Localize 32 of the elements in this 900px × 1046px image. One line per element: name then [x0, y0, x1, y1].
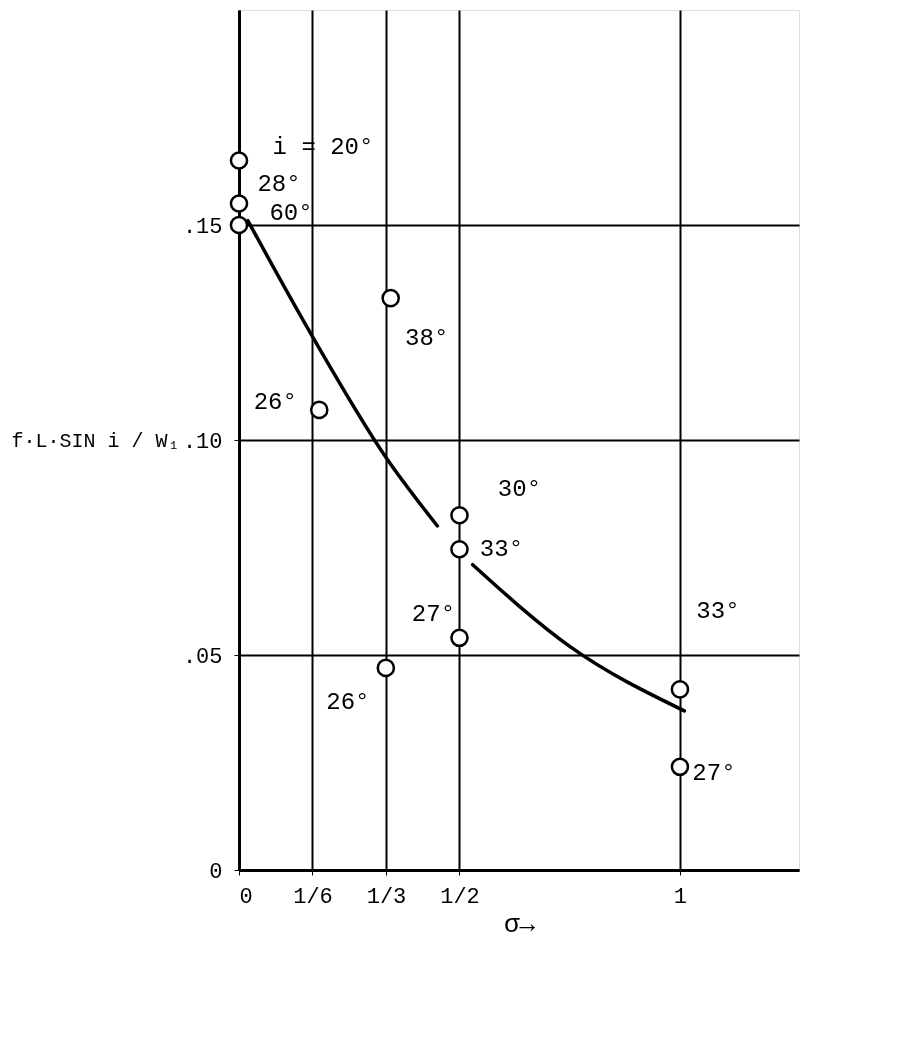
x-tick-label: 1/3 [366, 884, 407, 910]
y-tick-label: .10 [182, 429, 223, 455]
x-tick-label: 0 [239, 884, 253, 910]
point [670, 680, 690, 699]
annotation: 26° [253, 388, 297, 416]
x-tick-label: 1 [673, 884, 688, 910]
point [376, 658, 396, 678]
point [381, 288, 400, 308]
point [309, 400, 329, 420]
point [450, 628, 469, 648]
point [670, 757, 690, 777]
x-tick-label: 1/6 [293, 884, 333, 910]
point [450, 539, 469, 559]
y-tick-label: 0 [209, 859, 223, 885]
annotation: 27° [692, 759, 736, 787]
annotation: 60° [269, 200, 313, 227]
y-tick-label: .15 [182, 214, 223, 240]
y-tick-label: .05 [182, 644, 223, 670]
annotation: 28° [257, 170, 301, 198]
annotation: 27° [411, 600, 456, 628]
annotation: 38° [405, 325, 449, 353]
annotation: 30° [497, 476, 542, 504]
point [229, 194, 249, 213]
y-axis-title: f·L·SIN i / W₁ [11, 429, 180, 453]
x-axis-title: σ→ [503, 909, 536, 940]
point [229, 151, 249, 170]
annotation: 26° [326, 688, 370, 716]
x-tick-label: 1/2 [440, 884, 480, 910]
point [450, 505, 469, 525]
point [229, 215, 249, 235]
annotation: 33° [696, 598, 740, 626]
annotation: 33° [479, 536, 524, 564]
